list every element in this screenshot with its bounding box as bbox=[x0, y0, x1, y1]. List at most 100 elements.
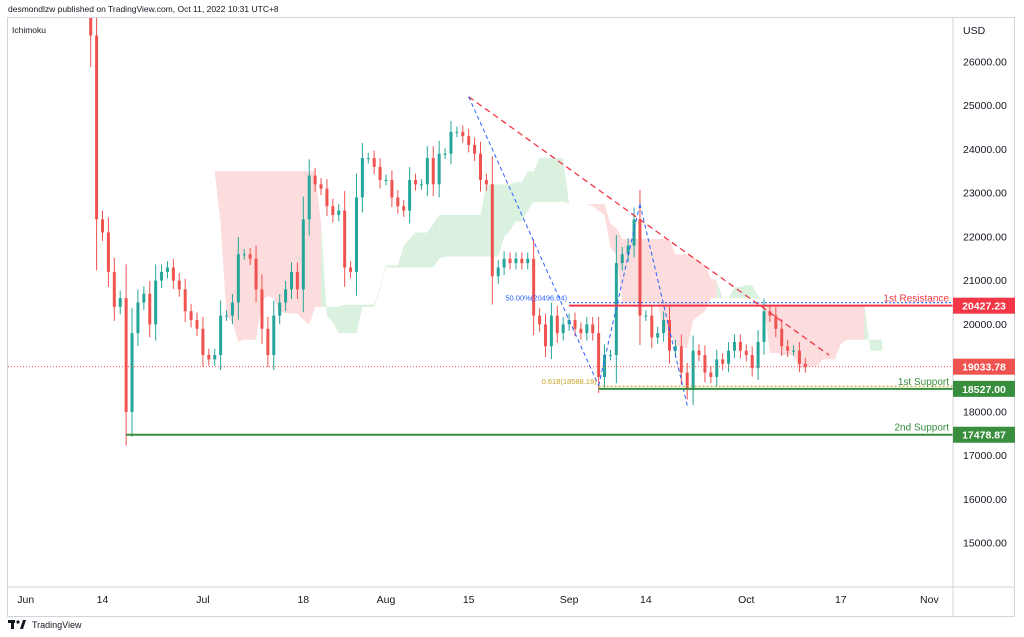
ichimoku-cloud-segment bbox=[185, 101, 192, 119]
ichimoku-cloud-segment bbox=[332, 306, 339, 334]
candle-body bbox=[331, 206, 335, 215]
candle-body bbox=[360, 158, 364, 198]
candle-body bbox=[638, 219, 642, 316]
candle-body bbox=[89, 18, 93, 36]
y-tick-label: 23000.00 bbox=[963, 188, 1007, 200]
ichimoku-cloud-segment bbox=[433, 214, 440, 268]
candle-body bbox=[538, 315, 542, 325]
ichimoku-cloud-segment bbox=[515, 182, 522, 222]
ichimoku-cloud-segment bbox=[415, 232, 422, 268]
candle-body bbox=[148, 293, 152, 325]
ichimoku-cloud-segment bbox=[752, 284, 759, 299]
candle-body bbox=[384, 179, 388, 181]
ichimoku-cloud-segment bbox=[504, 184, 511, 237]
candle-body bbox=[668, 320, 671, 351]
ichimoku-cloud-segment bbox=[179, 81, 186, 102]
candle-body bbox=[337, 210, 341, 215]
ichimoku-cloud-segment bbox=[870, 339, 877, 351]
candle-body bbox=[414, 179, 418, 185]
ichimoku-cloud-segment bbox=[498, 184, 505, 257]
candle-body bbox=[390, 179, 394, 198]
ichimoku-cloud-segment bbox=[598, 204, 605, 215]
ichimoku-cloud-segment bbox=[279, 171, 286, 314]
ichimoku-cloud-segment bbox=[645, 239, 652, 303]
level-price-tag-label: 20427.23 bbox=[962, 301, 1006, 313]
candle-body bbox=[762, 311, 766, 342]
candle-body bbox=[697, 350, 701, 356]
candle-body bbox=[449, 131, 453, 154]
ichimoku-cloud-segment bbox=[834, 304, 841, 360]
ichimoku-cloud-segment bbox=[220, 171, 227, 316]
ichimoku-cloud-segment bbox=[675, 254, 682, 347]
x-tick-label: 15 bbox=[463, 594, 475, 606]
candle-body bbox=[484, 179, 488, 185]
candle-body bbox=[526, 258, 530, 264]
candle-body bbox=[319, 184, 323, 189]
candle-body bbox=[118, 298, 122, 307]
tradingview-logo-icon[interactable] bbox=[8, 620, 28, 630]
level-price-tag bbox=[953, 297, 1015, 314]
plot-area: 50.00%(20496.04) 0.618(18588.19) 1st Resis… bbox=[8, 18, 953, 446]
candle-body bbox=[284, 289, 288, 303]
ichimoku-cloud-segment bbox=[840, 304, 847, 345]
candle-body bbox=[780, 328, 784, 347]
candle-body bbox=[644, 315, 648, 317]
candle-body bbox=[455, 131, 459, 133]
ichimoku-cloud-segment bbox=[846, 304, 853, 340]
ichimoku-cloud-segment bbox=[226, 171, 233, 323]
candle-body bbox=[744, 350, 748, 356]
ichimoku-cloud-segment bbox=[462, 214, 469, 257]
candle-body bbox=[786, 346, 790, 351]
y-tick-label: 24000.00 bbox=[963, 144, 1007, 156]
candle-body bbox=[290, 271, 293, 290]
ichimoku-cloud-segment bbox=[592, 204, 599, 211]
candle-body bbox=[419, 184, 423, 186]
level-name-label: 1st Support bbox=[898, 377, 949, 388]
ichimoku-cloud-segment bbox=[876, 339, 883, 351]
candle-body bbox=[803, 363, 807, 367]
y-tick-label: 21000.00 bbox=[963, 275, 1007, 287]
ichimoku-cloud-segment bbox=[510, 182, 516, 231]
ichimoku-cloud-segment bbox=[450, 214, 457, 257]
candle-body bbox=[272, 315, 276, 356]
ichimoku-cloud-segment bbox=[338, 304, 345, 334]
fib-level-label: 50.00%(20496.04) bbox=[505, 294, 567, 303]
footer-brand[interactable]: TradingView bbox=[32, 620, 82, 630]
candle-body bbox=[230, 302, 234, 316]
level-name-label: 1st Resistance bbox=[883, 294, 949, 305]
candle-body bbox=[520, 258, 524, 264]
ichimoku-cloud-segment bbox=[539, 158, 546, 202]
y-tick-label: 20000.00 bbox=[963, 319, 1007, 331]
candle-body bbox=[797, 350, 801, 364]
ichimoku-cloud-segment bbox=[197, 118, 203, 172]
candle-body bbox=[189, 311, 193, 321]
ichimoku-cloud-segment bbox=[716, 280, 723, 299]
ichimoku-cloud-segment bbox=[805, 304, 812, 369]
x-tick-label: 17 bbox=[835, 594, 847, 606]
ichimoku-cloud-segment bbox=[527, 171, 534, 211]
candle-body bbox=[691, 350, 695, 391]
ichimoku-cloud-segment bbox=[173, 74, 180, 82]
ichimoku-cloud-segment bbox=[681, 254, 688, 349]
ichimoku-cloud-segment bbox=[864, 304, 871, 351]
candle-body bbox=[597, 333, 601, 377]
candle-body bbox=[650, 315, 654, 338]
y-tick-label: 17000.00 bbox=[963, 450, 1007, 462]
candle-body bbox=[160, 271, 164, 281]
candle-body bbox=[213, 355, 217, 360]
ichimoku-cloud-segment bbox=[421, 232, 428, 268]
x-tick-label: 14 bbox=[640, 594, 652, 606]
x-tick-label: 14 bbox=[97, 594, 109, 606]
candle-body bbox=[585, 324, 589, 334]
candle-body bbox=[402, 206, 406, 211]
ichimoku-cloud-segment bbox=[616, 228, 623, 303]
candle-body bbox=[662, 320, 666, 334]
ichimoku-cloud-segment bbox=[273, 171, 280, 312]
fib-path-segment bbox=[598, 203, 641, 386]
ichimoku-cloud-segment bbox=[787, 304, 794, 356]
ichimoku-cloud-segment bbox=[214, 171, 221, 224]
ichimoku-cloud-segment bbox=[651, 239, 658, 303]
candle-body bbox=[207, 355, 211, 360]
level-price-tag-label: 18527.00 bbox=[962, 384, 1006, 396]
